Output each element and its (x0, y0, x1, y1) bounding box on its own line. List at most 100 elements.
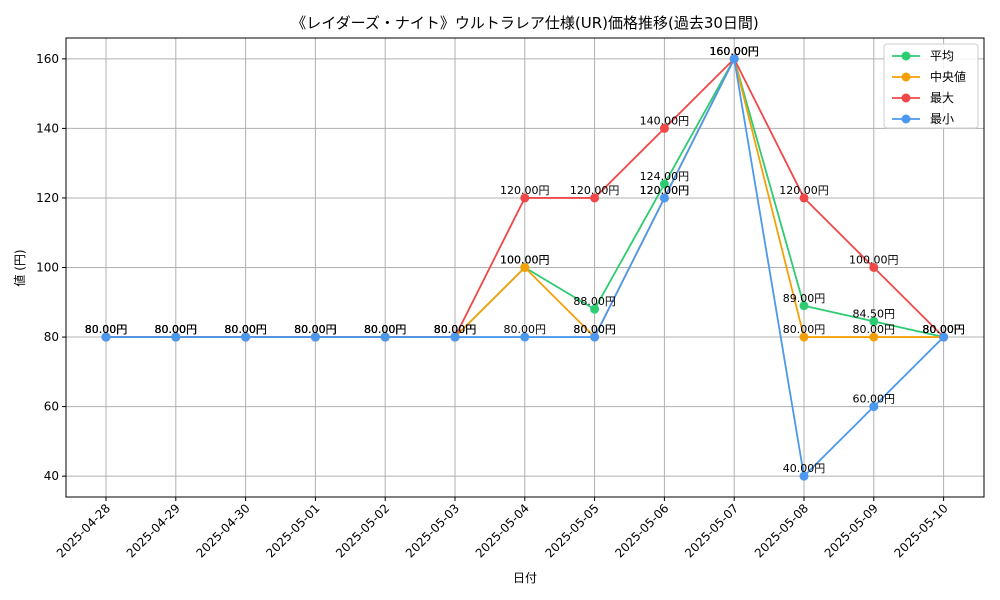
x-tick-label: 2025-05-03 (403, 501, 462, 560)
legend-box (883, 43, 979, 129)
data-label: 80.00円 (155, 323, 198, 336)
data-label: 80.00円 (224, 323, 267, 336)
data-label: 80.00円 (85, 323, 128, 336)
data-label: 80.00円 (155, 323, 198, 336)
data-point (799, 332, 809, 342)
data-point (380, 332, 390, 342)
x-axis-label: 日付 (513, 571, 537, 585)
legend-marker (901, 114, 911, 124)
data-point (799, 471, 809, 481)
data-label: 160.00円 (709, 45, 759, 58)
data-point (729, 54, 739, 64)
data-label: 80.00円 (783, 323, 826, 336)
data-label: 80.00円 (294, 323, 337, 336)
series-lines (101, 54, 949, 481)
data-label: 80.00円 (224, 323, 267, 336)
data-label: 80.00円 (922, 323, 965, 336)
data-point (450, 332, 460, 342)
data-label: 40.00円 (783, 462, 826, 475)
data-label: 80.00円 (434, 323, 477, 336)
x-tick-label: 2025-05-09 (822, 501, 881, 560)
data-label: 80.00円 (573, 323, 616, 336)
data-label: 80.00円 (85, 323, 128, 336)
y-tick-label: 100 (36, 261, 59, 275)
data-point (869, 332, 879, 342)
data-point (799, 193, 809, 203)
x-tick-label: 2025-05-05 (543, 501, 602, 560)
x-tick-label: 2025-04-28 (54, 501, 113, 560)
data-label: 100.00円 (849, 254, 899, 267)
y-tick-label: 40 (44, 469, 59, 483)
data-point (659, 179, 669, 189)
data-label: 140.00円 (640, 114, 690, 127)
x-tick-label: 2025-05-07 (682, 501, 741, 560)
data-label: 80.00円 (922, 323, 965, 336)
data-point (520, 193, 530, 203)
y-tick-label: 120 (36, 191, 59, 205)
y-tick-label: 60 (44, 400, 59, 414)
data-label: 80.00円 (434, 323, 477, 336)
legend-marker (901, 72, 911, 82)
data-label: 100.00円 (500, 254, 550, 267)
data-label: 80.00円 (922, 323, 965, 336)
data-label: 80.00円 (853, 323, 896, 336)
data-label: 120.00円 (640, 184, 690, 197)
data-label: 120.00円 (779, 184, 829, 197)
x-tick-label: 2025-05-06 (612, 501, 671, 560)
data-label: 89.00円 (783, 292, 826, 305)
data-label: 88.00円 (573, 295, 616, 308)
data-label: 60.00円 (853, 393, 896, 406)
legend-label: 中央値 (930, 69, 966, 84)
legend-marker (901, 93, 911, 103)
data-labels: 80.00円 80.00円 80.00円 80.00円 80.00円 80.00円 100.… (85, 45, 965, 475)
legend-label: 最小 (930, 112, 954, 126)
data-point (520, 263, 530, 272)
data-point (869, 402, 879, 412)
data-label: 80.00円 (364, 323, 407, 336)
y-tick-label: 160 (36, 52, 59, 66)
x-tick-label: 2025-04-30 (194, 501, 253, 560)
data-label: 80.00円 (573, 323, 616, 336)
data-label: 80.00円 (364, 323, 407, 336)
data-point (939, 332, 949, 342)
y-axis-label: 値 (円) (12, 249, 27, 286)
data-label: 84.50円 (853, 307, 896, 320)
data-label: 80.00円 (434, 323, 477, 336)
data-point (659, 193, 669, 203)
data-label: 80.00円 (504, 323, 547, 336)
data-point (310, 332, 320, 342)
data-label: 124.00円 (640, 170, 690, 183)
data-point (869, 263, 879, 272)
data-label: 80.00円 (434, 323, 477, 336)
y-tick-label: 140 (36, 121, 59, 135)
data-point (659, 123, 669, 133)
y-tick-label: 80 (44, 330, 59, 344)
data-label: 120.00円 (640, 184, 690, 197)
data-point (520, 332, 530, 342)
legend-label: 最大 (930, 91, 954, 105)
data-label: 80.00円 (364, 323, 407, 336)
x-axis: 2025-04-28 2025-04-29 2025-04-30 2025-05-01… (54, 497, 951, 560)
x-tick-label: 2025-05-01 (263, 501, 322, 560)
x-tick-label: 2025-05-10 (892, 501, 951, 560)
data-label: 160.00円 (709, 45, 759, 58)
data-point (590, 304, 600, 314)
data-label: 80.00円 (364, 323, 407, 336)
data-point (799, 301, 809, 311)
y-axis: 40 60 80 100 120 140 160 (36, 52, 66, 483)
data-point (869, 316, 879, 326)
data-label: 120.00円 (500, 184, 550, 197)
data-label: 80.00円 (85, 323, 128, 336)
data-label: 80.00円 (85, 323, 128, 336)
legend-marker (901, 51, 911, 61)
data-label: 80.00円 (155, 323, 198, 336)
data-label: 160.00円 (709, 45, 759, 58)
x-tick-label: 2025-05-08 (752, 501, 811, 560)
chart-title: 《レイダーズ・ナイト》ウルトラレア仕様(UR)価格推移(過去30日間) (291, 14, 759, 32)
data-label: 80.00円 (294, 323, 337, 336)
x-tick-label: 2025-05-02 (333, 501, 392, 560)
legend-label: 平均 (930, 49, 954, 63)
x-tick-label: 2025-05-04 (473, 501, 532, 560)
